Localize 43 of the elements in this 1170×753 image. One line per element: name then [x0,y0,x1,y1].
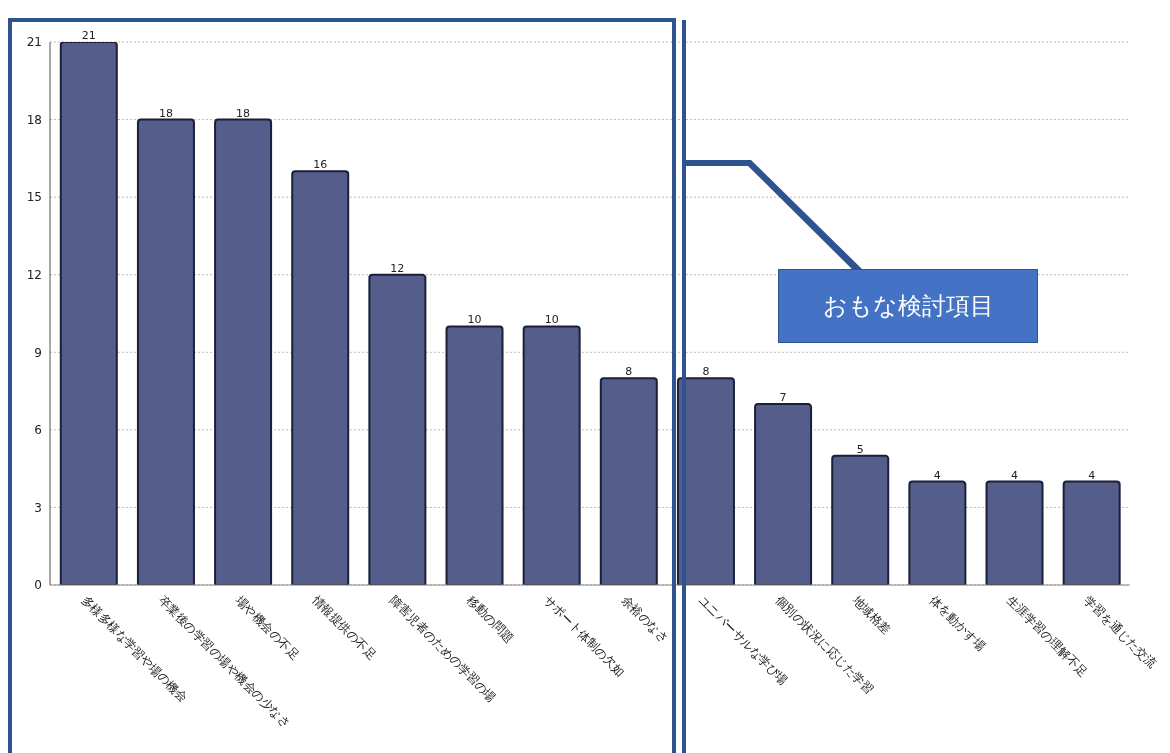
y-tick-label: 6 [34,423,42,438]
x-tick-label: 体を動かす場 [927,593,988,655]
x-tick-label: 情報提供の不足 [309,592,380,663]
bar [599,377,658,585]
bar [754,403,813,585]
data-label: 18 [236,106,251,120]
data-label: 16 [313,158,328,172]
y-tick-label: 0 [34,578,42,593]
y-tick-label: 15 [26,190,42,205]
data-label: 4 [933,468,941,482]
bar [676,377,735,585]
x-tick-label: 場や機会の不足 [232,592,303,663]
y-tick-label: 12 [26,267,42,282]
bar [831,454,890,585]
bar [908,480,967,585]
data-label: 10 [544,313,559,327]
y-tick-label: 9 [34,345,42,360]
bar [522,325,581,585]
bar [1062,480,1121,585]
x-tick-label: 地域格差 [849,592,894,638]
callout-box: おもな検討項目 [778,269,1038,343]
data-label: 10 [467,313,482,327]
data-label: 12 [390,261,405,275]
y-tick-label: 18 [26,112,42,127]
bar [291,170,350,585]
bar [214,118,273,585]
bar [59,42,118,585]
bar [368,273,427,585]
bar [985,480,1044,585]
bar [445,325,504,585]
data-label: 4 [1011,468,1019,482]
y-tick-label: 3 [34,500,42,515]
y-tick-label: 21 [26,35,42,50]
data-label: 5 [856,442,864,456]
data-label: 8 [625,365,633,379]
data-label: 18 [158,106,173,120]
data-label: 4 [1088,468,1096,482]
x-tick-label: 移動の問題 [464,593,517,646]
bar [136,118,195,585]
data-label: 7 [779,391,787,404]
data-label: 8 [702,365,710,379]
x-tick-label: 余裕のなさ [618,593,671,646]
data-label: 21 [81,29,96,42]
